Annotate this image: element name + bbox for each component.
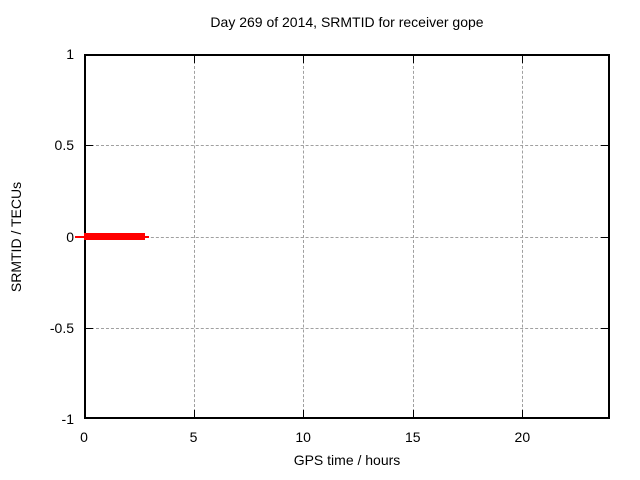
gridline-y--0.5 (86, 327, 608, 329)
y-tick-label--1: -1 (61, 411, 74, 427)
y-tick-label--0.5: -0.5 (49, 319, 74, 336)
x-tickmark-bottom-10 (303, 410, 305, 417)
y-tick-label-0.5: 0.5 (54, 137, 74, 154)
x-tickmark-top-10 (303, 56, 305, 63)
x-tickmark-bottom-20 (522, 410, 524, 417)
x-tick-label-10: 10 (295, 429, 311, 445)
x-tick-label-5: 5 (189, 429, 198, 445)
x-tick-label-0: 0 (80, 429, 88, 445)
gridline-y-0.5 (86, 145, 608, 147)
x-tickmark-top-15 (412, 56, 414, 63)
plot-area (75, 54, 610, 419)
y-tickmark-left--0.5 (86, 327, 93, 329)
y-tickmark-right-0 (601, 236, 608, 238)
y-tick-label-0: 0 (66, 228, 74, 245)
y-tickmark-left-0.5 (86, 145, 93, 147)
x-tickmark-bottom-5 (193, 410, 195, 417)
chart-title: Day 269 of 2014, SRMTID for receiver gop… (210, 14, 484, 30)
y-tickmark-right--0.5 (601, 327, 608, 329)
x-tickmark-top-20 (522, 56, 524, 63)
gridline-y-0 (86, 236, 608, 238)
y-tick-label-1: 1 (66, 46, 74, 62)
x-tickmark-bottom-15 (412, 410, 414, 417)
x-axis-title: GPS time / hours (293, 452, 401, 468)
x-tick-label-20: 20 (514, 429, 531, 445)
data-series-SRMTID-segment-1 (84, 233, 145, 240)
x-tick-label-15: 15 (404, 429, 421, 445)
x-tickmark-top-5 (193, 56, 195, 63)
y-tickmark-right-0.5 (601, 145, 608, 147)
